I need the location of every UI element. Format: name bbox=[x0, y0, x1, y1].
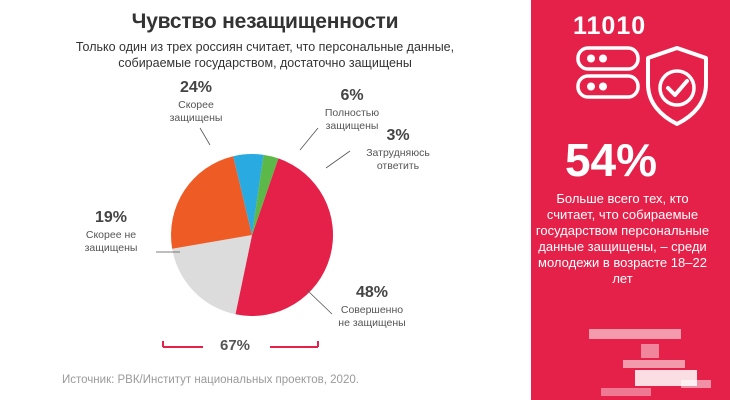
pie-slice bbox=[172, 235, 252, 315]
decor-stripe bbox=[681, 380, 711, 388]
slice-value-label: 19% bbox=[95, 209, 127, 226]
slice-category-label: Полностью bbox=[325, 107, 379, 119]
slice-category-label: Совершенно bbox=[341, 304, 403, 316]
pie-slice bbox=[233, 154, 264, 235]
decor-stripe bbox=[589, 329, 681, 339]
slice-category-label: ответить bbox=[377, 160, 420, 172]
slice-category-label: не защищены bbox=[338, 317, 405, 329]
pie-slice bbox=[170, 156, 252, 249]
chart-title: Чувство незащищенности bbox=[131, 10, 399, 33]
leader-line bbox=[299, 127, 319, 151]
slice-category-label: защищены bbox=[85, 242, 138, 254]
leader-line bbox=[306, 289, 333, 315]
pie-slice bbox=[252, 154, 279, 235]
slice-value-label: 6% bbox=[340, 87, 363, 104]
leader-line bbox=[325, 150, 351, 169]
slice-category-label: защищены bbox=[170, 112, 223, 124]
slice-category-label: Затрудняюсь bbox=[366, 147, 430, 159]
highlight-text: Больше всего тех, кто считает, что собир… bbox=[535, 191, 710, 286]
chart-subtitle: Только один из трех россиян считает, что… bbox=[75, 40, 455, 70]
source-note: Источник: РВК/Институт национальных прое… bbox=[62, 374, 359, 386]
slice-value-label: 48% bbox=[356, 284, 388, 301]
pie-slice bbox=[235, 158, 334, 317]
server-shield-check-icon bbox=[576, 46, 708, 126]
slice-value-label: 3% bbox=[386, 127, 409, 144]
decor-stripe bbox=[623, 360, 685, 368]
bracket-label: 67% bbox=[219, 337, 251, 354]
leader-line bbox=[199, 127, 211, 146]
highlight-value: 54% bbox=[564, 134, 658, 186]
slice-category-label: Скорее не bbox=[86, 229, 136, 241]
decor-stripe bbox=[641, 344, 659, 358]
slice-category-label: Скорее bbox=[178, 99, 214, 111]
slice-category-label: защищены bbox=[326, 120, 379, 132]
side-panel: 11010 54% Больше всего тех, кто считает,… bbox=[531, 0, 730, 400]
binary-code-text: 11010 bbox=[573, 12, 647, 40]
slice-value-label: 24% bbox=[180, 79, 212, 96]
decor-stripe bbox=[601, 388, 651, 396]
